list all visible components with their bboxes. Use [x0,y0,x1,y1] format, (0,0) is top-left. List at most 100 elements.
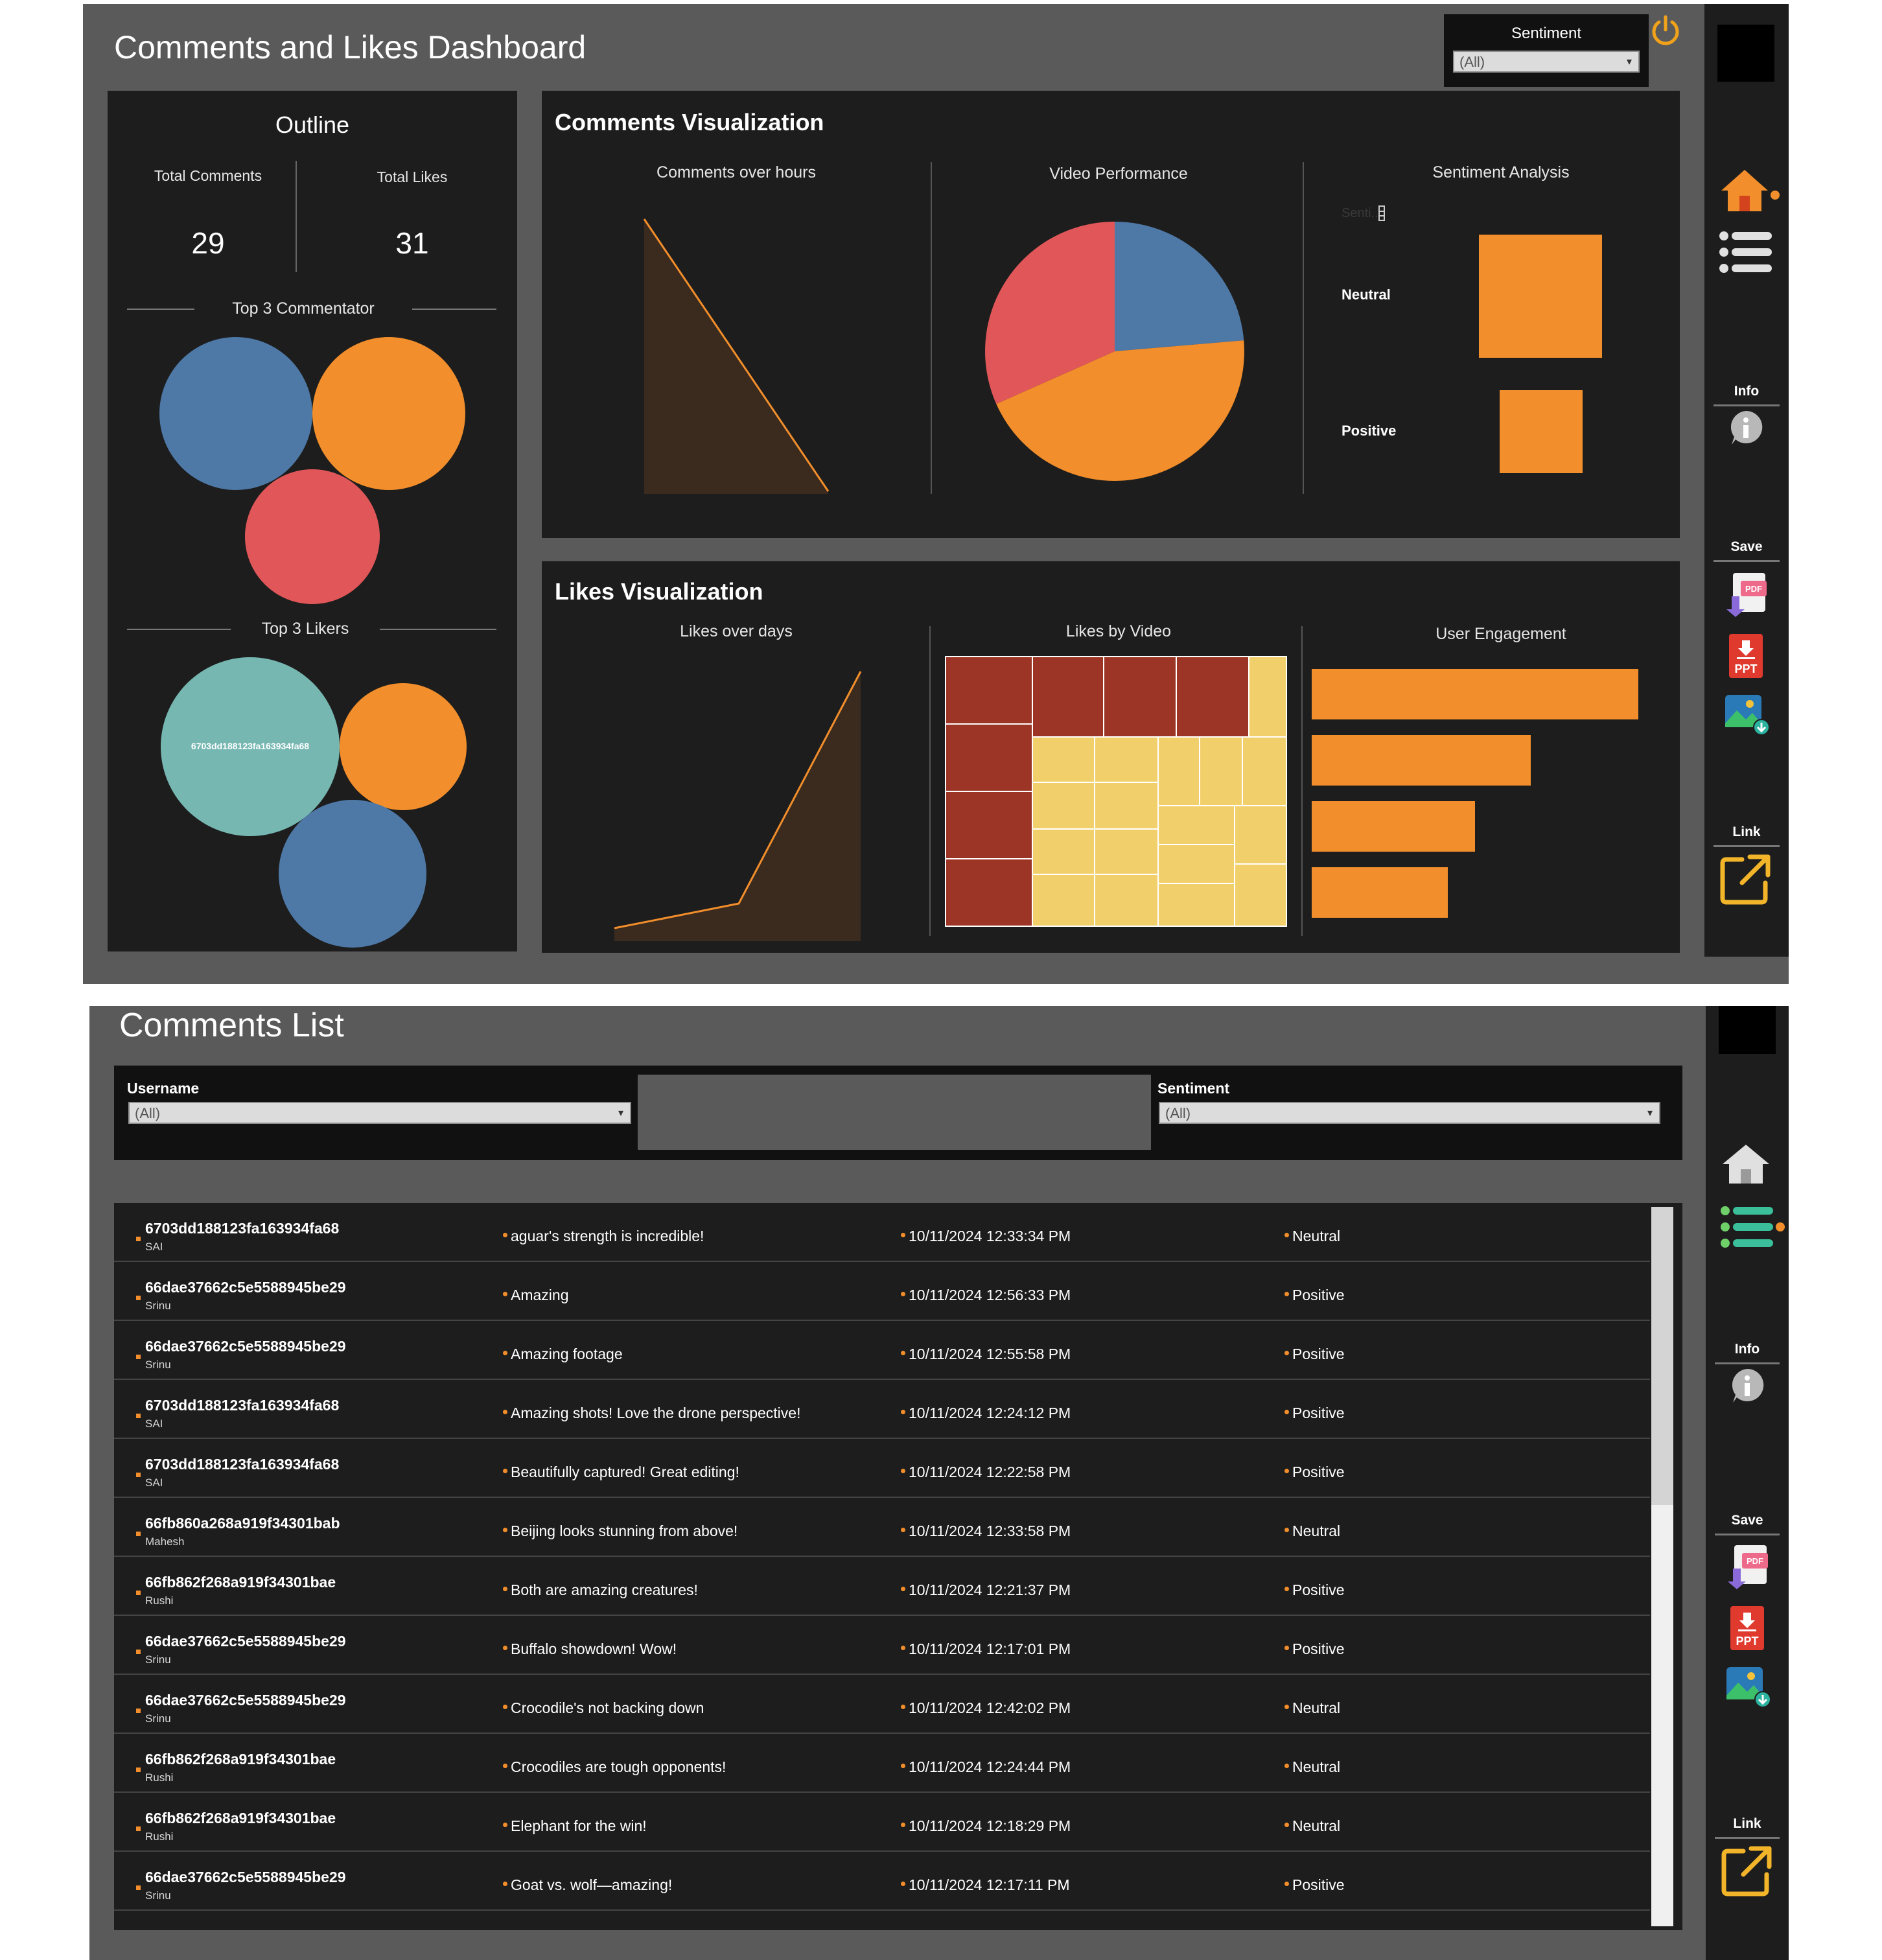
likes-visualization-title: Likes Visualization [555,578,763,605]
comments-over-hours-chart[interactable] [639,214,833,499]
commentator-bubble-3[interactable] [245,469,380,604]
engagement-bar-4[interactable] [1312,867,1448,918]
sentiment-ghost-header: Senti.. [1342,206,1378,220]
row-bullet [503,1764,507,1768]
comments-divider-1 [931,162,932,494]
table-row[interactable]: 66dae37662c5e5588945be29 Srinu Buffalo sho… [114,1616,1650,1675]
engagement-bar-2[interactable] [1312,735,1531,786]
row-comment: Crocodiles are tough opponents! [511,1758,726,1775]
table-row[interactable]: 66fb860a268a919f34301bab Mahesh Beijing lo… [114,1498,1650,1557]
power-icon[interactable] [1649,14,1682,48]
image-download-icon[interactable] [1724,694,1771,736]
sentiment-square-positive[interactable] [1500,390,1583,473]
list-icon[interactable] [1720,1206,1774,1248]
row-sentiment: Neutral [1292,1522,1341,1539]
row-username: Rushi [145,1594,174,1607]
row-timestamp: 10/11/2024 12:33:34 PM [909,1228,1071,1244]
toolbar-logo [1719,1006,1776,1054]
info-icon[interactable] [1726,408,1765,447]
table-row[interactable]: 66dae37662c5e5588945be29 Srinu Amazing foo… [114,1321,1650,1380]
row-bullet [901,1882,905,1886]
home-icon[interactable] [1721,1143,1771,1185]
row-user-id: 66fb862f268a919f34301bae [145,1810,336,1826]
commentator-bubble-1[interactable] [159,337,312,490]
engagement-bar-3[interactable] [1312,801,1475,852]
image-download-icon[interactable] [1725,1666,1772,1709]
row-bullet [503,1292,507,1296]
username-dropdown[interactable]: (All) ▾ [128,1102,631,1124]
liker-bubble-1[interactable] [161,657,340,836]
commentator-divider-right [412,309,496,310]
table-row[interactable]: 66fb862f268a919f34301bae Rushi Elephant fo… [114,1793,1650,1852]
treemap-cell [1157,736,1200,806]
treemap-cell [1103,656,1177,738]
outline-panel: Outline Total Comments 29 Total Likes 31… [108,91,517,951]
row-bullet [503,1587,507,1591]
info-icon[interactable] [1728,1366,1767,1405]
sentiment-square-neutral[interactable] [1479,235,1602,358]
row-sentiment: Neutral [1292,1699,1341,1716]
total-likes-label: Total Likes [377,169,448,185]
treemap-cell [1157,844,1235,884]
row-comment: Goat vs. wolf—amazing! [511,1876,673,1893]
list-sentiment-dropdown[interactable]: (All) ▾ [1159,1102,1660,1124]
row-marker [136,1709,141,1713]
list-toolbar: Info Save PDF PPT Link [1706,1006,1789,1960]
treemap-cell [1234,805,1287,865]
row-comment: Amazing [511,1287,569,1303]
ppt-download-icon[interactable]: PPT [1728,633,1764,679]
table-row[interactable]: 6703dd188123fa163934fa68 SAI Amazing shots… [114,1380,1650,1439]
likes-divider-1 [929,626,931,936]
row-bullet [503,1882,507,1886]
ppt-download-icon[interactable]: PPT [1729,1605,1765,1651]
link-label: Link [1732,824,1761,839]
table-row[interactable]: 66fb862f268a919f34301bae Rushi Both are am… [114,1557,1650,1616]
table-row[interactable]: 66dae37662c5e5588945be29 Srinu Goat vs. wo… [114,1852,1650,1911]
row-comment: Beijing looks stunning from above! [511,1522,738,1539]
table-row[interactable]: 66dae37662c5e5588945be29 Srinu Amazing 10/1… [114,1262,1650,1321]
row-user-id: 6703dd188123fa163934fa68 [145,1397,340,1414]
table-row[interactable]: 66fb862f268a919f34301bae Rushi Crocodiles … [114,1734,1650,1793]
table-row[interactable]: 6703dd188123fa163934fa68 SAI aguar's stren… [114,1203,1650,1262]
list-icon[interactable] [1719,231,1773,274]
pdf-download-icon[interactable]: PDF [1725,1543,1771,1589]
row-bullet [1284,1410,1289,1414]
pie-slice-orange [996,340,1245,481]
scrollbar-thumb[interactable] [1651,1207,1673,1505]
row-sentiment: Positive [1292,1405,1345,1421]
row-timestamp: 10/11/2024 12:17:01 PM [909,1640,1071,1657]
row-bullet [1284,1764,1289,1768]
home-icon[interactable] [1720,169,1769,213]
commentator-bubble-2[interactable] [312,337,465,490]
row-user-id: 6703dd188123fa163934fa68 [145,1220,340,1237]
engagement-bar-1[interactable] [1312,669,1638,719]
row-bullet [1284,1528,1289,1532]
row-timestamp: 10/11/2024 12:56:33 PM [909,1287,1071,1303]
row-timestamp: 10/11/2024 12:24:44 PM [909,1758,1071,1775]
pdf-download-icon[interactable]: PDF [1724,570,1769,617]
likes-over-days-chart[interactable] [609,665,868,950]
home-active-dot [1771,191,1780,200]
table-row[interactable]: 66dae37662c5e5588945be29 Srinu Crocodile's… [114,1675,1650,1734]
external-link-icon[interactable] [1721,1845,1773,1896]
sentiment-filter: Sentiment (All) ▾ [1444,14,1649,87]
chevron-down-icon: ▾ [1626,56,1632,67]
treemap-cell [1199,736,1243,806]
table-row[interactable]: 6703dd188123fa163934fa68 SAI Beautifully c… [114,1439,1650,1498]
liker-bubble-3[interactable] [279,800,426,948]
liker-bubble-2[interactable] [340,683,467,810]
info-separator [1715,1362,1780,1364]
external-link-icon[interactable] [1720,853,1772,905]
row-bullet [503,1351,507,1355]
likes-by-video-treemap[interactable] [945,656,1287,927]
chevron-down-icon: ▾ [618,1108,623,1119]
sentiment-dropdown[interactable]: (All) ▾ [1453,51,1640,73]
treemap-cell [1176,656,1249,738]
row-bullet [503,1705,507,1709]
toolbar-logo [1717,25,1774,82]
chevron-down-icon: ▾ [1647,1108,1653,1119]
sort-icon[interactable] [1377,205,1387,222]
row-bullet [503,1233,507,1237]
video-performance-pie[interactable] [984,220,1246,482]
scrollbar-track[interactable] [1651,1207,1673,1926]
